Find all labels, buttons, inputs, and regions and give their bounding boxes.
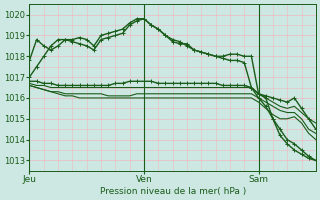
X-axis label: Pression niveau de la mer( hPa ): Pression niveau de la mer( hPa ) [100,187,246,196]
